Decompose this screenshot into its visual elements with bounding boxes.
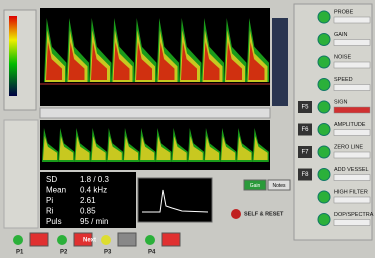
control-label: SPEED [334, 77, 353, 83]
toolbar[interactable] [40, 108, 270, 118]
next-label: Next [83, 238, 96, 244]
control-label: GAIN [334, 32, 347, 38]
control-field[interactable] [334, 152, 370, 158]
scale-panel [4, 10, 36, 110]
reset-label: SELF & RESET [244, 211, 284, 217]
control-label: AMPLITUDE [334, 122, 366, 128]
bottom-label: P2 [60, 250, 68, 256]
control-label: ADD VESSEL [334, 167, 369, 173]
stat-label: Pi [46, 196, 53, 205]
control-field[interactable] [334, 175, 370, 181]
fkey-label: F5 [301, 105, 309, 111]
control-label: DOP/SPECTRA [334, 212, 374, 218]
control-knob[interactable] [318, 146, 330, 158]
control-knob[interactable] [318, 34, 330, 46]
control-label: NOISE [334, 54, 351, 60]
side-button-label: Gain [250, 183, 261, 189]
control-label: ZERO LINE [334, 144, 363, 150]
stat-label: Mean [46, 186, 66, 195]
bottom-label: P1 [16, 250, 24, 256]
bottom-knob[interactable] [145, 235, 155, 245]
page: SD 1.8 / 0.3 Mean 0.4 kHz Pi 2.61 Ri 0.85 Puls 95… [0, 0, 375, 258]
waveform-display [40, 120, 270, 170]
control-label: PROBE [334, 9, 354, 15]
reset-icon[interactable] [231, 209, 241, 219]
bottom-label: P4 [148, 250, 156, 256]
side-strip [272, 18, 288, 106]
control-field[interactable] [334, 40, 370, 46]
control-field[interactable] [334, 197, 370, 203]
stat-value: 95 / min [80, 217, 108, 226]
stat-label: SD [46, 175, 57, 184]
control-knob[interactable] [318, 214, 330, 226]
bottom-label: P3 [104, 250, 112, 256]
control-label: HIGH FILTER [334, 189, 368, 195]
stat-value: 2.61 [80, 196, 96, 205]
control-label: SIGN [334, 99, 347, 105]
bottom-knob[interactable] [57, 235, 67, 245]
stat-label: Puls [46, 217, 62, 226]
control-knob[interactable] [318, 169, 330, 181]
control-field[interactable] [334, 85, 370, 91]
control-field[interactable] [334, 130, 370, 136]
control-field[interactable] [334, 107, 370, 113]
bottom-knob[interactable] [101, 235, 111, 245]
control-field[interactable] [334, 62, 370, 68]
bottom-button[interactable] [30, 233, 48, 246]
control-knob[interactable] [318, 101, 330, 113]
bottom-button[interactable] [162, 233, 180, 246]
stat-label: Ri [46, 207, 54, 216]
screen: SD 1.8 / 0.3 Mean 0.4 kHz Pi 2.61 Ri 0.85 Puls 95… [0, 0, 375, 258]
control-knob[interactable] [318, 56, 330, 68]
stat-value: 0.85 [80, 207, 96, 216]
mini-graph [138, 178, 212, 222]
control-knob[interactable] [318, 191, 330, 203]
control-knob[interactable] [318, 124, 330, 136]
fkey-label: F8 [301, 172, 309, 178]
control-field[interactable] [334, 17, 370, 23]
fkey-label: F6 [301, 127, 309, 133]
color-bar [9, 16, 17, 96]
side-button-label: Notes [272, 183, 286, 189]
bottom-button[interactable] [118, 233, 136, 246]
bottom-knob[interactable] [13, 235, 23, 245]
fkey-label: F7 [301, 150, 309, 156]
control-knob[interactable] [318, 11, 330, 23]
control-field[interactable] [334, 220, 370, 226]
stat-value: 1.8 / 0.3 [80, 175, 109, 184]
control-knob[interactable] [318, 79, 330, 91]
info-column [4, 120, 38, 228]
stat-value: 0.4 kHz [80, 186, 107, 195]
